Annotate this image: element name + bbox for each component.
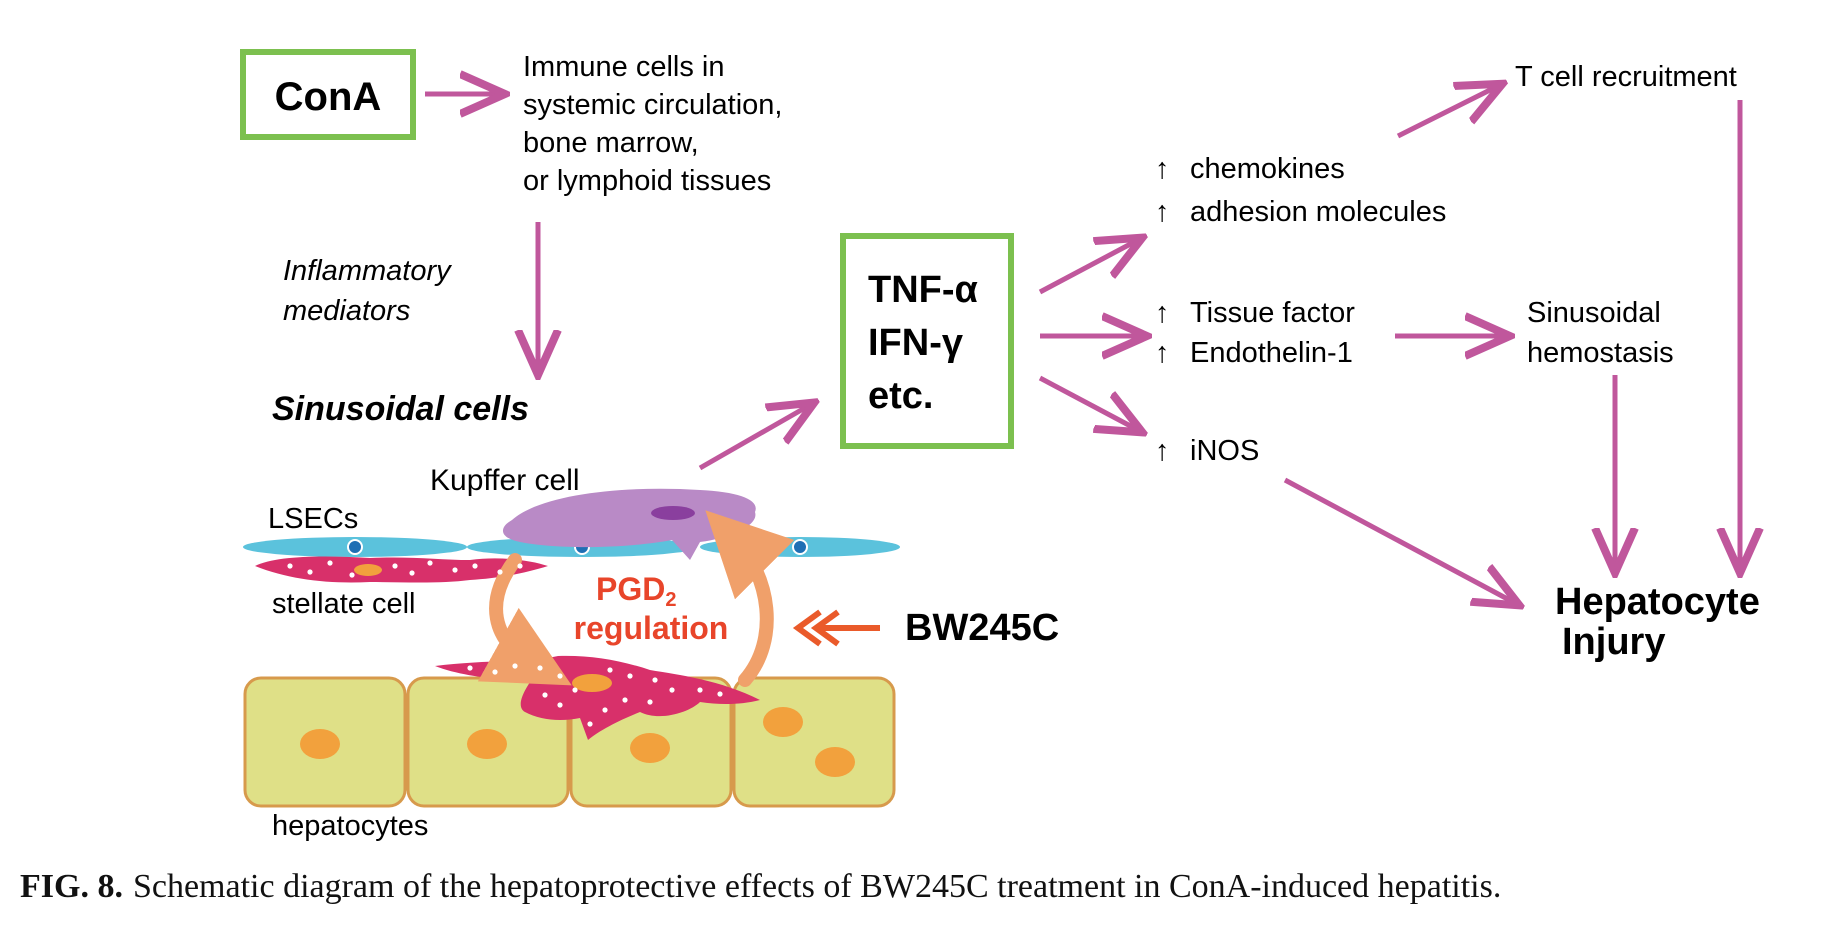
arrow-cytokines-to-inos <box>1038 375 1138 430</box>
stellate-granule <box>452 567 458 573</box>
stellate-granule <box>497 569 503 575</box>
stellate-granule <box>512 663 518 669</box>
stellate-granule <box>349 572 355 578</box>
cona-label: ConA <box>275 75 382 119</box>
hemostasis-line: hemostasis <box>1527 337 1674 369</box>
stellate-granule <box>542 692 548 698</box>
regulation-label: regulation <box>574 610 729 646</box>
lsec-nucleus <box>347 539 363 555</box>
cytokine-line: etc. <box>868 375 933 417</box>
hepatocyte-nucleus <box>300 729 340 759</box>
stellate-granule <box>652 677 658 683</box>
immune-cells-line: systemic circulation, <box>523 89 782 121</box>
hepatocyte-nucleus <box>467 729 507 759</box>
stellate-granule <box>537 665 543 671</box>
pgd2-subscript: 2 <box>665 589 676 611</box>
kupffer-nucleus <box>651 506 695 520</box>
cytokine-line: TNF-α <box>868 269 978 311</box>
stellate-granule <box>517 563 523 569</box>
stellate-granule <box>409 570 415 576</box>
chemokines-row: ↑ chemokines <box>1155 153 1345 185</box>
pgd2-loop-arrow-left <box>477 553 572 686</box>
up-arrow-icon: ↑ <box>1155 196 1170 228</box>
hepatocytes-label: hepatocytes <box>272 810 428 842</box>
figure-label: FIG. 8. <box>20 868 123 905</box>
stellate-granule <box>467 665 473 671</box>
stellate-granule <box>627 673 633 679</box>
stellate-cell-label: stellate cell <box>272 588 415 620</box>
immune-cells-line: bone marrow, <box>523 127 699 159</box>
lsecs-label: LSECs <box>268 503 358 535</box>
stellate-granule <box>607 667 613 673</box>
hepatocyte-injury-line: Injury <box>1562 621 1665 663</box>
bw245c-chevron-icon <box>792 609 840 647</box>
arrow-kupffer-to-cytokines <box>698 405 810 471</box>
figure-caption: FIG. 8. Schematic diagram of the hepatopr… <box>20 868 1810 906</box>
up-arrow-icon: ↑ <box>1155 297 1170 329</box>
stellate-granule <box>587 721 593 727</box>
immune-cells-line: Immune cells in <box>523 51 724 83</box>
stellate-granule <box>717 691 723 697</box>
pgd2-label: PGD2 <box>596 571 676 611</box>
stellate-nucleus <box>354 564 382 576</box>
arrow-cytokines-to-chemokines <box>1038 240 1138 295</box>
up-arrow-icon: ↑ <box>1155 435 1170 467</box>
inos-label: iNOS <box>1190 435 1259 467</box>
inflammatory-mediators-line: mediators <box>283 295 410 327</box>
up-arrow-icon: ↑ <box>1155 153 1170 185</box>
cona-box <box>240 49 416 140</box>
immune-cells-text: Immune cells in systemic circulation, bo… <box>523 51 782 197</box>
stellate-granule <box>307 569 313 575</box>
hemostasis-line: Sinusoidal <box>1527 297 1661 329</box>
stellate-granule <box>327 560 333 566</box>
pgd2-loop-arrow-right <box>705 510 795 687</box>
adhesion-molecules-label: adhesion molecules <box>1190 196 1446 228</box>
endothelin-row: ↑ Endothelin-1 <box>1155 337 1353 369</box>
inflammatory-mediators-line: Inflammatory <box>283 255 452 287</box>
tissue-factor-label: Tissue factor <box>1190 297 1355 329</box>
tissue-factor-row: ↑ Tissue factor <box>1155 297 1355 329</box>
adhesion-row: ↑ adhesion molecules <box>1155 196 1446 228</box>
schematic-diagram: ConA Immune cells in systemic circulatio… <box>240 49 1831 842</box>
arrow-chemokines-to-t-cell <box>1396 86 1498 139</box>
figure-caption-text: Schematic diagram of the hepatoprotectiv… <box>132 868 1502 905</box>
hepatocyte-injury-line: Hepatocyte <box>1555 581 1760 623</box>
chemokines-label: chemokines <box>1190 153 1345 185</box>
stellate-granule <box>427 560 433 566</box>
pgd2-main: PGD <box>596 571 665 607</box>
stellate-granule <box>572 687 578 693</box>
immune-cells-line: or lymphoid tissues <box>523 165 771 197</box>
stellate-granule <box>647 699 653 705</box>
stellate-granule <box>622 697 628 703</box>
cytokine-box <box>840 233 1014 449</box>
lsec-nucleus <box>792 539 808 555</box>
stellate-granule <box>472 563 478 569</box>
inos-row: ↑ iNOS <box>1155 435 1259 467</box>
endothelin-label: Endothelin-1 <box>1190 337 1353 369</box>
stellate-granule <box>697 687 703 693</box>
stellate-granule <box>287 563 293 569</box>
stellate-granule <box>392 563 398 569</box>
stellate-granule <box>602 707 608 713</box>
sinusoidal-cells-label: Sinusoidal cells <box>272 390 529 428</box>
stellate-granule <box>557 673 563 679</box>
kupffer-cell-label: Kupffer cell <box>430 464 580 497</box>
cytokine-line: IFN-γ <box>868 322 963 364</box>
stellate-nucleus <box>572 674 612 692</box>
bw245c-label: BW245C <box>905 607 1059 649</box>
stellate-granule <box>669 687 675 693</box>
hepatocyte-nucleus <box>815 747 855 777</box>
arrow-inos-to-injury <box>1283 477 1515 603</box>
t-cell-recruitment-label: T cell recruitment <box>1515 61 1737 93</box>
kupffer-cell-shape <box>502 488 756 560</box>
hepatocyte-nucleus <box>763 707 803 737</box>
up-arrow-icon: ↑ <box>1155 337 1170 369</box>
stellate-granule <box>557 702 563 708</box>
stellate-granule <box>492 669 498 675</box>
hepatocyte-nucleus <box>630 733 670 763</box>
hepatocyte-cell <box>732 676 896 808</box>
